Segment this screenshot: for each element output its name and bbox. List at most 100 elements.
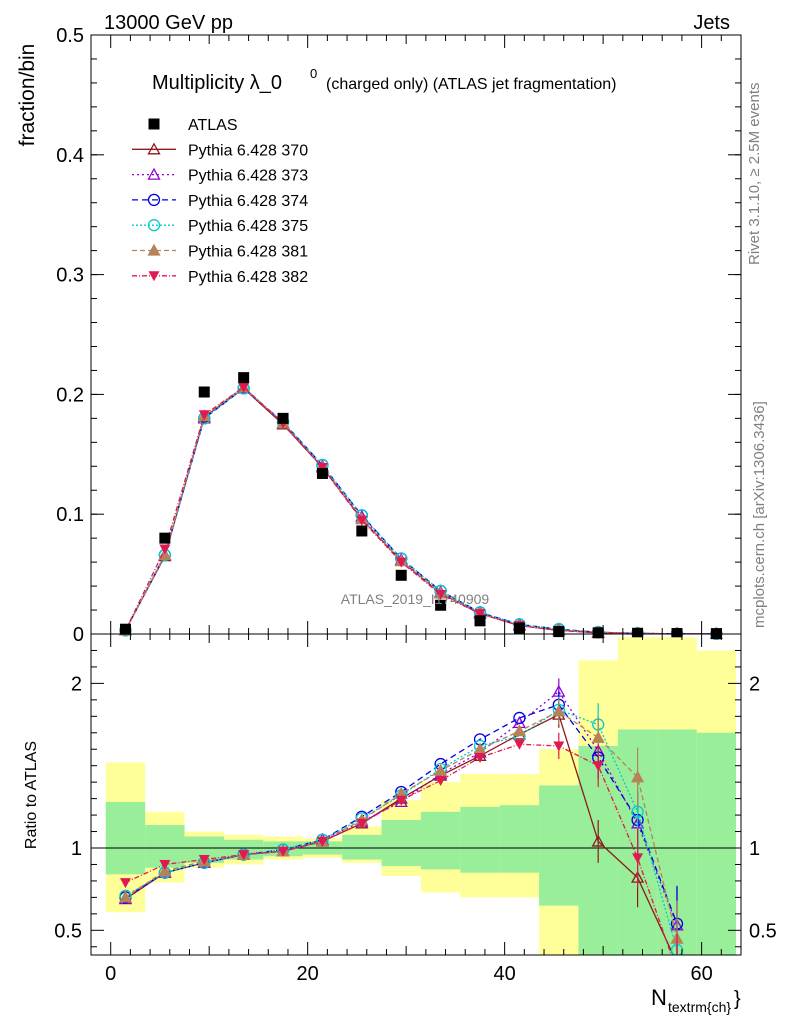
ratio-ytick-label-right: 1 [749,838,760,860]
beam-label: 13000 GeV pp [104,12,233,34]
atlas-data-point [553,626,565,638]
ratio-series-point [591,730,605,743]
legend-series-marker [147,142,161,155]
legend-atlas-marker [148,118,160,130]
main-series-point [238,382,250,393]
ratio-series-point [474,752,486,763]
ratio-band-green [381,820,421,867]
ratio-series-point [512,724,527,737]
ratio-ytick-label: 2 [71,673,82,695]
title-suffix: (charged only) (ATLAS jet fragmentation) [326,76,617,93]
atlas-data-point [238,372,250,384]
ratio-series-point [552,704,566,717]
main-ytick-label: 0.2 [56,384,84,406]
ratio-series-line [125,704,678,924]
main-ytick-label: 0 [73,624,84,646]
ratio-band-green [696,732,737,955]
main-ytick-label: 0.3 [56,265,84,287]
ratio-series-point [238,850,250,861]
main-series-point [159,544,171,555]
legend-series-marker [148,271,160,282]
legend-series-label: Pythia 6.428 381 [188,244,308,261]
ratio-band-green [499,805,540,873]
ratio-ytick-label: 1 [71,838,82,860]
ratio-band-green [420,811,461,870]
main-series-point [395,557,407,568]
ratio-series-point [630,770,645,783]
ratio-series-point [198,855,210,866]
main-series-point [474,609,486,620]
main-ylabel: fraction/bin [16,44,39,147]
legend-series-marker [147,167,161,180]
atlas-data-point [316,467,328,479]
ratio-xtick-label: 20 [297,963,319,985]
ratio-series-group [118,678,684,977]
legend-series-label: Pythia 6.428 370 [188,142,308,159]
process-label: Jets [693,12,730,34]
ratio-ytick-label: 0.5 [54,920,82,942]
atlas-data-point [513,622,525,634]
title-prefix: Multiplicity λ_0 [152,72,282,94]
legend-series-label: Pythia 6.428 382 [188,269,308,286]
xlabel-tail: } [734,988,741,1010]
main-ytick-label: 0.5 [56,25,84,47]
atlas-data-point [277,412,289,424]
main-panel: 0 0.1 0.2 0.3 0.4 0.5 [56,25,742,646]
rivet-version-label: Rivet 3.1.10, ≥ 2.5M events [746,83,763,266]
plot-title: Multiplicity λ_0 0 (charged only) (ATLAS… [152,66,617,94]
ratio-frame [90,633,742,956]
xlabel-main: N [651,985,667,1010]
legend-series-marker [147,219,161,232]
ratio-series-point [513,739,525,750]
xlabel-subscript: textrm{ch} [668,999,731,1015]
ratio-series-point [632,853,644,864]
analysis-watermark: ATLAS_2019_I1740909 [341,591,490,607]
atlas-data-point [198,386,210,398]
main-series-line [124,386,717,635]
ratio-panel: 0.5 0.51 12 20 20 40 60 [54,633,777,985]
ratio-series-point [592,761,604,772]
ratio-series-point [671,967,682,977]
ratio-series-point [395,795,407,806]
ratio-series-point [591,834,605,847]
atlas-data-point [474,615,486,627]
ratio-xtick-label: 60 [690,963,712,985]
ratio-series-point [119,878,131,889]
ratio-xtick-label: 40 [494,963,516,985]
ratio-band-green [105,801,146,875]
legend: ATLAS Pythia 6.428 370 Pythia 6.428 373 Pyt… [132,117,308,286]
legend-series-label: Pythia 6.428 373 [188,168,308,185]
ratio-series-point [158,864,172,877]
legend-atlas-label: ATLAS [188,117,238,134]
atlas-data-point [435,599,447,611]
ratio-xtick-label: 0 [105,963,116,985]
ratio-band-green [539,785,579,906]
ratio-series-point [394,795,408,808]
mcplots-label: mcplots.cern.ch [arXiv:1306.3436] [751,401,768,628]
main-series-point [198,410,210,421]
ratio-ytick-label-right: 0.5 [749,920,777,942]
legend-series-marker [147,193,161,207]
ratio-series-point [316,836,328,847]
atlas-data-point [395,569,407,581]
atlas-data-point [119,623,131,635]
ratio-series-point [671,958,682,968]
atlas-data-point [159,532,171,544]
main-series-line [124,386,717,635]
main-series-point [435,589,447,600]
ratio-ylabel: Ratio to ATLAS [23,741,40,849]
x-axis-label: N textrm{ch} } [651,985,741,1015]
ratio-series-point [434,763,448,776]
ratio-series-point [277,846,289,857]
ratio-series-point [553,741,565,752]
ratio-series-point [513,711,526,725]
legend-series-label: Pythia 6.428 374 [188,193,308,210]
main-ytick-label: 0.4 [56,145,84,167]
title-superscript: 0 [310,66,317,81]
ratio-series-point [159,859,171,870]
ratio-series-point [356,818,368,829]
atlas-data-point [356,525,368,537]
atlas-data-point [592,627,604,639]
ratio-series-point [435,776,447,787]
